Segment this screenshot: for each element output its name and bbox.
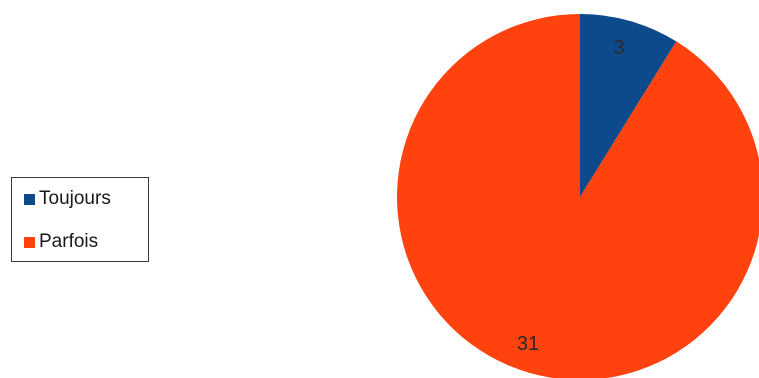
- legend-label-parfois: Parfois: [39, 231, 99, 252]
- data-label-parfois: 31: [517, 333, 539, 355]
- legend-label-toujours: Toujours: [39, 188, 111, 209]
- pie-slice-parfois: [397, 14, 759, 378]
- data-label-toujours: 3: [613, 37, 624, 59]
- legend: Toujours Parfois: [11, 177, 149, 262]
- legend-swatch-toujours: [24, 193, 35, 205]
- legend-swatch-parfois: [24, 236, 35, 248]
- legend-item-parfois: Parfois: [24, 231, 98, 253]
- legend-item-toujours: Toujours: [24, 188, 111, 210]
- pie-slice-toujours: [580, 14, 677, 197]
